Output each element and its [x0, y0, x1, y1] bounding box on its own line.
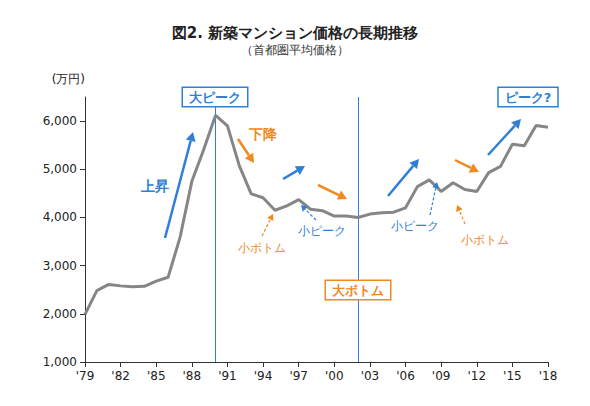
svg-text:大ピーク: 大ピーク: [189, 90, 241, 105]
svg-text:'91: '91: [218, 369, 237, 383]
svg-text:'00: '00: [325, 369, 344, 383]
svg-text:'12: '12: [467, 369, 486, 383]
svg-text:小ピーク: 小ピーク: [391, 219, 439, 233]
svg-text:2,000: 2,000: [43, 307, 77, 321]
svg-text:'09: '09: [432, 369, 451, 383]
svg-text:'03: '03: [361, 369, 380, 383]
svg-text:下降: 下降: [248, 126, 278, 142]
svg-text:4,000: 4,000: [43, 210, 77, 224]
svg-text:'88: '88: [183, 369, 202, 383]
svg-text:小ボトム: 小ボトム: [461, 233, 509, 247]
svg-text:(万円): (万円): [52, 72, 85, 86]
svg-text:'82: '82: [111, 369, 130, 383]
svg-text:'94: '94: [254, 369, 273, 383]
svg-text:図2. 新築マンション価格の長期推移: 図2. 新築マンション価格の長期推移: [172, 24, 418, 42]
svg-text:小ボトム: 小ボトム: [238, 241, 286, 255]
svg-text:'85: '85: [147, 369, 166, 383]
svg-text:'18: '18: [539, 369, 558, 383]
svg-text:小ピーク: 小ピーク: [298, 224, 346, 238]
svg-text:'97: '97: [289, 369, 308, 383]
svg-text:3,000: 3,000: [43, 259, 77, 273]
svg-text:'15: '15: [503, 369, 522, 383]
svg-text:6,000: 6,000: [43, 114, 77, 128]
svg-text:'79: '79: [76, 369, 95, 383]
svg-text:大ボトム: 大ボトム: [332, 283, 384, 298]
svg-text:5,000: 5,000: [43, 162, 77, 176]
svg-text:'06: '06: [396, 369, 415, 383]
svg-text:ピーク?: ピーク?: [505, 90, 552, 105]
svg-text:上昇: 上昇: [140, 178, 169, 194]
svg-text:（首都圏平均価格）: （首都圏平均価格）: [241, 43, 349, 57]
svg-text:1,000: 1,000: [43, 355, 77, 369]
